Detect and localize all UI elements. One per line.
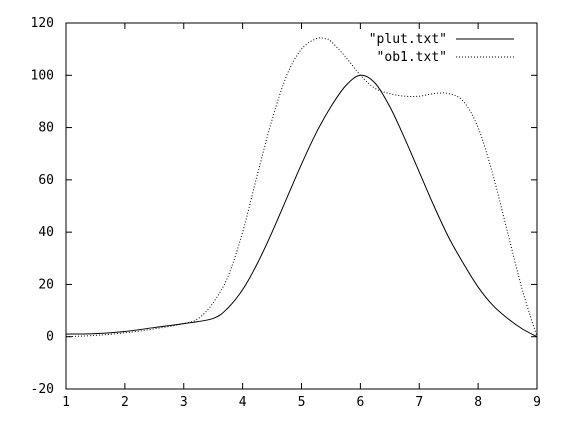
x-tick-label-5: 6 (356, 395, 364, 410)
plot-frame (65, 22, 538, 390)
y-tick-label-5: 80 (38, 121, 54, 136)
y-tick-label-1: 0 (46, 330, 54, 345)
y-tick-label-7: 120 (31, 16, 54, 31)
x-tick-label-7: 8 (474, 395, 482, 410)
legend-label-0: "plut.txt" (369, 32, 447, 47)
series-line-1 (65, 37, 538, 338)
series-layer (65, 37, 538, 338)
y-tick-label-3: 40 (38, 225, 54, 240)
y-tick-label-0: -20 (31, 382, 54, 397)
axes: 1 2 3 4 5 6 7 8 9 -20 0 20 40 60 80 100 120 (31, 16, 541, 410)
y-tick-label-6: 100 (31, 68, 54, 83)
x-tick-label-4: 5 (298, 395, 306, 410)
legend-label-1: "ob1.txt" (377, 50, 447, 65)
series-line-0 (65, 74, 538, 338)
y-tick-label-4: 60 (38, 173, 54, 188)
x-tick-label-6: 7 (415, 395, 423, 410)
x-tick-label-8: 9 (533, 395, 541, 410)
legend: "plut.txt" "ob1.txt" (369, 32, 514, 65)
x-tick-label-3: 4 (239, 395, 247, 410)
y-tick-label-2: 20 (38, 277, 54, 292)
x-tick-label-2: 3 (180, 395, 188, 410)
x-tick-label-1: 2 (121, 395, 129, 410)
x-tick-label-0: 1 (62, 395, 70, 410)
